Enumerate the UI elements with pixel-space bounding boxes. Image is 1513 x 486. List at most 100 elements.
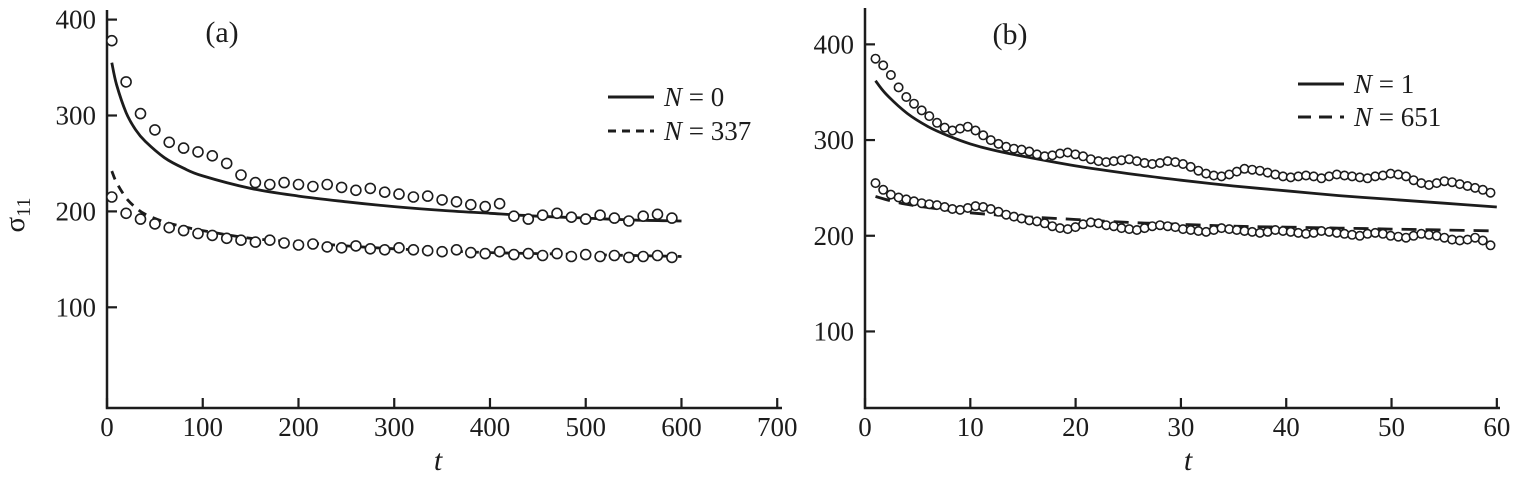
data-point bbox=[464, 246, 477, 259]
data-point bbox=[579, 248, 592, 261]
data-point bbox=[908, 98, 919, 109]
x-tick-label: 400 bbox=[470, 412, 511, 442]
data-point bbox=[335, 181, 348, 194]
data-point bbox=[393, 188, 405, 200]
data-point bbox=[622, 215, 635, 227]
data-point bbox=[1477, 235, 1488, 246]
data-point bbox=[565, 250, 578, 263]
data-point bbox=[192, 146, 204, 158]
data-point bbox=[378, 186, 391, 198]
data-point bbox=[931, 117, 942, 128]
data-point bbox=[263, 178, 276, 191]
data-point bbox=[249, 236, 262, 248]
x-tick-label: 700 bbox=[757, 412, 798, 442]
data-point bbox=[436, 245, 448, 258]
data-point bbox=[393, 242, 405, 254]
data-point bbox=[522, 213, 535, 225]
data-point bbox=[536, 209, 549, 221]
data-point bbox=[878, 184, 889, 195]
data-point bbox=[120, 76, 132, 88]
data-point bbox=[870, 178, 881, 189]
data-point bbox=[637, 210, 650, 222]
data-point bbox=[292, 239, 305, 251]
data-point bbox=[278, 176, 290, 189]
data-point bbox=[608, 249, 621, 262]
data-point bbox=[493, 197, 506, 210]
data-point bbox=[220, 232, 233, 245]
data-point bbox=[307, 180, 319, 193]
data-point bbox=[106, 34, 118, 47]
series-scatter bbox=[870, 53, 1496, 198]
x-axis-label: t bbox=[434, 444, 443, 477]
data-point bbox=[924, 111, 935, 122]
data-point bbox=[220, 157, 233, 170]
data-point bbox=[134, 107, 147, 120]
data-point bbox=[1401, 171, 1412, 182]
data-point bbox=[407, 191, 420, 203]
data-point bbox=[536, 249, 549, 262]
data-point bbox=[206, 229, 219, 242]
y-tick-label: 100 bbox=[814, 316, 855, 346]
y-tick-label: 300 bbox=[56, 100, 97, 130]
y-tick-label: 400 bbox=[56, 5, 97, 35]
chart-panel-b: 0 10 20 30 40 50 60 100 200 300 400 (b) t N = 1N = 65… bbox=[814, 8, 1510, 477]
x-tick-label: 100 bbox=[182, 412, 223, 442]
data-point bbox=[249, 176, 262, 189]
y-axis-label: σ11 bbox=[0, 198, 35, 233]
y-tick-label: 200 bbox=[814, 221, 855, 251]
data-point bbox=[235, 234, 247, 246]
data-point bbox=[350, 184, 362, 197]
series-scatter bbox=[106, 34, 678, 227]
data-point bbox=[278, 237, 290, 249]
data-point bbox=[450, 196, 463, 208]
legend-label: N = 337 bbox=[663, 116, 751, 146]
x-tick-label: 40 bbox=[1273, 412, 1300, 442]
data-point bbox=[263, 234, 276, 246]
data-point bbox=[177, 224, 190, 237]
data-point bbox=[594, 250, 606, 263]
axes-spines bbox=[105, 10, 782, 410]
data-point bbox=[508, 248, 520, 261]
data-point bbox=[522, 247, 535, 260]
x-tick-label: 0 bbox=[100, 412, 114, 442]
data-point bbox=[163, 136, 175, 149]
data-point bbox=[479, 247, 492, 260]
data-point bbox=[149, 218, 161, 230]
x-tick-label: 60 bbox=[1483, 412, 1510, 442]
series-scatter bbox=[870, 178, 1496, 251]
x-tick-label: 200 bbox=[278, 412, 319, 442]
y-tick-label: 100 bbox=[56, 292, 97, 322]
x-tick-label: 500 bbox=[565, 412, 606, 442]
data-point bbox=[870, 53, 881, 64]
series-line-solid bbox=[874, 79, 1497, 209]
data-point bbox=[651, 208, 664, 221]
data-point bbox=[493, 245, 506, 258]
x-tick-label: 50 bbox=[1378, 412, 1405, 442]
data-point bbox=[321, 178, 334, 191]
data-point bbox=[666, 251, 678, 264]
data-point bbox=[364, 243, 377, 255]
data-point bbox=[565, 211, 578, 223]
legend-label: N = 1 bbox=[1353, 69, 1414, 99]
data-point bbox=[1185, 161, 1196, 172]
data-point bbox=[970, 125, 981, 136]
data-point bbox=[479, 200, 492, 213]
data-point bbox=[978, 130, 989, 141]
data-point bbox=[1485, 187, 1496, 198]
chart-panel-a: 0 100 200 300 400 500 600 700 100 200 300 400 (a) t σ1… bbox=[0, 5, 797, 477]
data-point bbox=[594, 209, 606, 221]
data-point bbox=[551, 207, 563, 220]
data-point bbox=[916, 105, 927, 116]
data-point bbox=[192, 227, 204, 240]
data-point bbox=[436, 194, 448, 206]
data-point bbox=[651, 249, 664, 262]
data-point bbox=[637, 250, 650, 263]
data-point bbox=[407, 244, 420, 256]
panel-title: (b) bbox=[993, 18, 1028, 51]
data-point bbox=[106, 191, 118, 203]
x-axis-label: t bbox=[1184, 444, 1193, 477]
data-point bbox=[307, 238, 319, 250]
data-point bbox=[163, 221, 175, 234]
